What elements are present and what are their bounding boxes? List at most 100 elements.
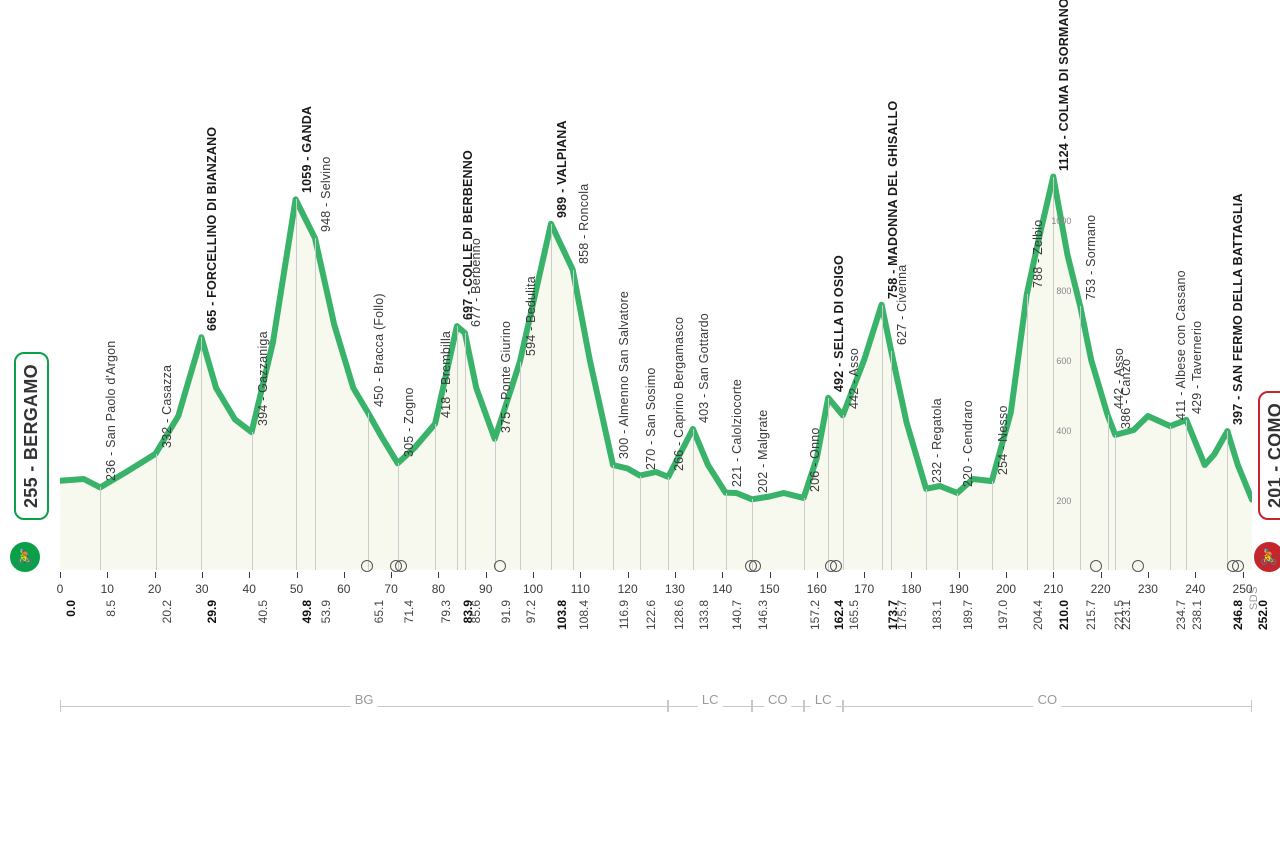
waypoint-label: 397 - SAN FERMO DELLA BATTAGLIA xyxy=(1231,193,1245,425)
waypoint-line xyxy=(1027,294,1028,570)
x-tick-label: 50 xyxy=(290,582,303,596)
x-axis-ticks: 0102030405060708090100110120130140150160… xyxy=(60,572,1252,602)
waypoint-line xyxy=(457,326,458,570)
x-tick-label: 180 xyxy=(901,582,921,596)
waypoint-line xyxy=(398,463,399,570)
km-label: 175.7 xyxy=(895,600,909,630)
km-labels: 0.08.520.229.940.549.853.965.171.479.383… xyxy=(60,600,1252,670)
waypoint-line xyxy=(520,362,521,570)
km-label: 8.5 xyxy=(104,600,118,617)
waypoint-line xyxy=(613,465,614,570)
waypoint-label: 206 - Onno xyxy=(808,427,822,492)
waypoint-label: 300 - Almenno San Salvatore xyxy=(617,291,631,459)
waypoint-line xyxy=(201,337,202,570)
waypoint-line xyxy=(828,398,829,570)
waypoint-line xyxy=(100,487,101,570)
waypoint-label: 394 - Gazzaniga xyxy=(256,331,270,426)
waypoint-label: 411 - Albese con Cassano xyxy=(1174,270,1188,420)
start-icon: 🚴 xyxy=(10,542,40,572)
km-label: 146.3 xyxy=(756,600,770,630)
x-tick-label: 160 xyxy=(807,582,827,596)
waypoint-line xyxy=(315,238,316,570)
waypoint-line xyxy=(1115,435,1116,570)
x-tick-label: 10 xyxy=(101,582,114,596)
km-label: 103.8 xyxy=(555,600,569,630)
route-marker-icon xyxy=(749,560,761,572)
y-axis-guides: 2004006008001000 xyxy=(1047,370,1071,570)
waypoint-label: 232 - Regatola xyxy=(930,398,944,483)
x-tick-label: 150 xyxy=(760,582,780,596)
waypoint-line xyxy=(1227,431,1228,570)
km-label: 165.5 xyxy=(847,600,861,630)
km-label: 20.2 xyxy=(160,600,174,623)
waypoint-label: 270 - San Sosimo xyxy=(644,367,658,470)
waypoint-line xyxy=(573,270,574,570)
waypoint-line xyxy=(843,415,844,570)
waypoint-line xyxy=(693,429,694,570)
waypoint-label: 989 - VALPIANA xyxy=(555,120,569,218)
x-tick-label: 60 xyxy=(337,582,350,596)
waypoint-line xyxy=(156,454,157,570)
x-tick-label: 90 xyxy=(479,582,492,596)
km-label: 49.8 xyxy=(300,600,314,623)
route-marker-icon xyxy=(830,560,842,572)
waypoint-line xyxy=(435,424,436,570)
waypoint-label: 220 - Cendraro xyxy=(961,400,975,487)
km-label: 91.9 xyxy=(499,600,513,623)
km-label: 246.8 xyxy=(1231,600,1245,630)
km-label: 223.1 xyxy=(1119,600,1133,630)
y-guide-label: 800 xyxy=(1056,286,1071,296)
x-tick-label: 30 xyxy=(195,582,208,596)
waypoint-label: 677 - Berbenno xyxy=(469,238,483,327)
x-tick-label: 220 xyxy=(1091,582,1111,596)
waypoint-label: 492 - SELLA DI OSIGO xyxy=(832,255,846,392)
waypoint-label: 386 - Canzo xyxy=(1119,359,1133,429)
km-label: 122.6 xyxy=(644,600,658,630)
km-label: 204.4 xyxy=(1031,600,1045,630)
waypoint-label: 221 - Calolziocorte xyxy=(730,379,744,487)
waypoint-line xyxy=(1108,415,1109,570)
x-tick-label: 120 xyxy=(618,582,638,596)
waypoint-label: 948 - Selvino xyxy=(319,157,333,233)
y-guide-label: 600 xyxy=(1056,356,1071,366)
km-label: 157.2 xyxy=(808,600,822,630)
x-tick-label: 40 xyxy=(243,582,256,596)
waypoint-label: 594 - Bedulita xyxy=(524,276,538,356)
waypoint-line xyxy=(882,305,883,570)
waypoint-label: 450 - Bracca (Follo) xyxy=(372,293,386,407)
region-bracket: LC xyxy=(668,690,752,714)
route-marker-icon xyxy=(1132,560,1144,572)
waypoint-line xyxy=(1186,420,1187,570)
x-tick-label: 80 xyxy=(432,582,445,596)
km-label: 0.0 xyxy=(64,600,78,617)
waypoint-line xyxy=(726,493,727,570)
km-label: 234.7 xyxy=(1174,600,1188,630)
x-tick-label: 230 xyxy=(1138,582,1158,596)
km-label: 162.4 xyxy=(832,600,846,630)
x-tick-label: 0 xyxy=(57,582,64,596)
x-tick-label: 200 xyxy=(996,582,1016,596)
km-label: 183.1 xyxy=(930,600,944,630)
region-bracket: LC xyxy=(804,690,843,714)
elevation-chart: 236 - San Paolo d'Argon332 - Casazza665 … xyxy=(60,150,1252,570)
waypoint-label: 418 - Brembilla xyxy=(439,331,453,418)
x-tick-label: 100 xyxy=(523,582,543,596)
km-label: 65.1 xyxy=(372,600,386,623)
km-label: 215.7 xyxy=(1084,600,1098,630)
x-tick-label: 190 xyxy=(949,582,969,596)
region-brackets: BGLCCOLCCO xyxy=(60,690,1252,730)
x-tick-label: 110 xyxy=(571,582,590,596)
x-tick-label: 70 xyxy=(384,582,397,596)
region-bracket: CO xyxy=(752,690,804,714)
profile-svg xyxy=(60,150,1252,570)
route-markers xyxy=(60,560,1252,574)
waypoint-line xyxy=(296,199,297,570)
waypoint-line xyxy=(668,477,669,570)
waypoint-label: 403 - San Gottardo xyxy=(697,313,711,423)
waypoint-line xyxy=(465,333,466,570)
waypoint-line xyxy=(992,481,993,570)
finish-icon: 🚴 xyxy=(1254,542,1280,572)
km-label: 197.0 xyxy=(996,600,1010,630)
waypoint-label: 1124 - COLMA DI SORMANO xyxy=(1057,0,1071,171)
waypoint-label: 858 - Roncola xyxy=(577,183,591,263)
